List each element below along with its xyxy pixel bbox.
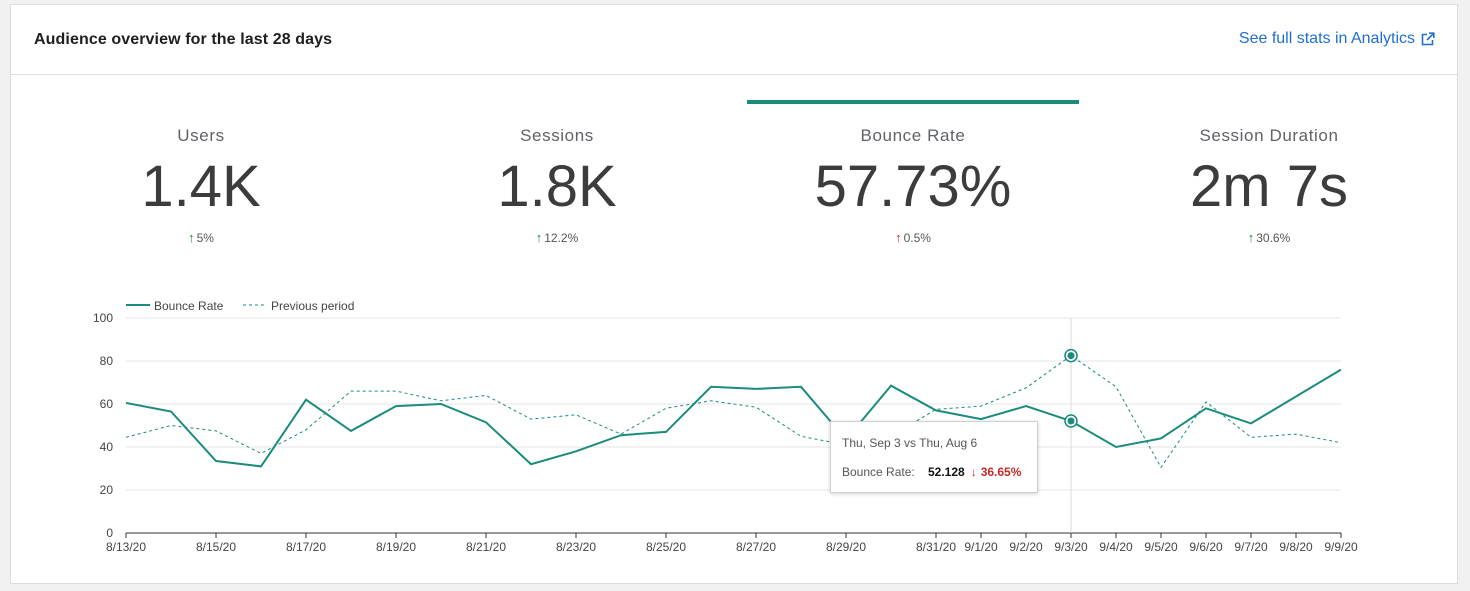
metric-label: Bounce Rate (860, 126, 966, 145)
x-tick-label: 9/8/20 (1279, 540, 1313, 554)
x-tick-label: 8/25/20 (646, 540, 686, 554)
y-tick-label: 40 (100, 440, 114, 454)
y-tick-label: 100 (93, 311, 113, 325)
x-tick-label: 8/23/20 (556, 540, 596, 554)
y-tick-label: 20 (100, 483, 114, 497)
x-tick-label: 8/29/20 (826, 540, 866, 554)
see-full-stats-link[interactable]: See full stats in Analytics (1239, 30, 1435, 48)
chart-tooltip: Thu, Sep 3 vs Thu, Aug 6 Bounce Rate: 52… (830, 421, 1038, 493)
see-full-stats-label: See full stats in Analytics (1238, 30, 1415, 47)
card-header: Audience overview for the last 28 days S… (11, 5, 1457, 75)
metric-change-value: 12.2% (544, 231, 579, 245)
tooltip-label: Bounce Rate: (842, 465, 915, 479)
x-tick-label: 9/6/20 (1189, 540, 1223, 554)
metric-change: ↑ 30.6% (1103, 231, 1435, 245)
x-tick-label: 8/31/20 (916, 540, 956, 554)
previous-period-line (125, 354, 1342, 469)
metric-value: 2m 7s (1190, 154, 1348, 219)
x-tick-label: 9/9/20 (1324, 540, 1358, 554)
x-tick-label: 9/2/20 (1009, 540, 1043, 554)
metric-tab-sessions[interactable]: Sessions 1.8K ↑ 12.2% (391, 75, 723, 265)
x-tick-label: 8/21/20 (466, 540, 506, 554)
metric-change: ↑ 5% (35, 231, 367, 245)
y-tick-label: 0 (106, 526, 113, 540)
metric-change: ↑ 12.2% (391, 231, 723, 245)
bounce-rate-line (125, 368, 1342, 468)
legend-label-bounce-rate: Bounce Rate (154, 299, 224, 313)
metric-tab-users[interactable]: Users 1.4K ↑ 5% (35, 75, 367, 265)
metric-label: Session Duration (1199, 126, 1339, 145)
tooltip-title: Thu, Sep 3 vs Thu, Aug 6 (842, 436, 978, 450)
metric-change: ↑ 0.5% (747, 231, 1079, 245)
metric-value: 1.8K (497, 154, 617, 219)
y-tick-label: 80 (100, 354, 114, 368)
audience-overview-card: Audience overview for the last 28 days S… (10, 4, 1458, 584)
x-tick-label: 8/27/20 (736, 540, 776, 554)
arrow-up-icon: ↑ (1247, 230, 1255, 245)
hover-marker-dot (1067, 352, 1075, 360)
selected-tab-indicator (747, 100, 1079, 104)
x-tick-label: 8/17/20 (286, 540, 326, 554)
x-tick-label: 8/15/20 (196, 540, 236, 554)
x-tick-label: 8/19/20 (376, 540, 416, 554)
external-link-icon (1421, 32, 1435, 46)
legend-label-previous-period: Previous period (271, 299, 354, 313)
metric-change-value: 5% (196, 231, 214, 245)
arrow-up-icon: ↑ (895, 230, 902, 245)
metric-tabs: Users 1.4K ↑ 5% Sessions 1.8K ↑ 12.2% Bo… (11, 75, 1457, 265)
metric-value: 57.73% (814, 154, 1012, 219)
x-tick-label: 9/3/20 (1054, 540, 1088, 554)
x-tick-label: 9/7/20 (1234, 540, 1268, 554)
card-title: Audience overview for the last 28 days (34, 31, 333, 48)
x-tick-label: 9/5/20 (1144, 540, 1178, 554)
y-tick-label: 60 (100, 397, 114, 411)
x-tick-label: 9/1/20 (964, 540, 998, 554)
metric-change-value: 0.5% (903, 231, 931, 245)
metric-tab-session-duration[interactable]: Session Duration 2m 7s ↑ 30.6% (1103, 75, 1435, 265)
tooltip-row: Bounce Rate: 52.128 ↓ 36.65% (842, 465, 1021, 479)
metric-label: Sessions (520, 126, 594, 145)
arrow-up-icon: ↑ (535, 230, 543, 245)
metric-change-value: 30.6% (1256, 231, 1291, 245)
arrow-up-icon: ↑ (188, 230, 195, 245)
metric-tab-bounce-rate[interactable]: Bounce Rate 57.73% ↑ 0.5% (747, 75, 1079, 265)
metric-value: 1.4K (141, 154, 261, 219)
metric-label: Users (177, 126, 225, 145)
arrow-down-icon: ↓ (970, 465, 977, 479)
x-tick-label: 8/13/20 (106, 540, 146, 554)
tooltip-value: 52.128 (928, 465, 965, 479)
x-tick-label: 9/4/20 (1099, 540, 1133, 554)
tooltip-change: 36.65% (980, 465, 1022, 479)
hover-marker-dot (1067, 417, 1075, 425)
